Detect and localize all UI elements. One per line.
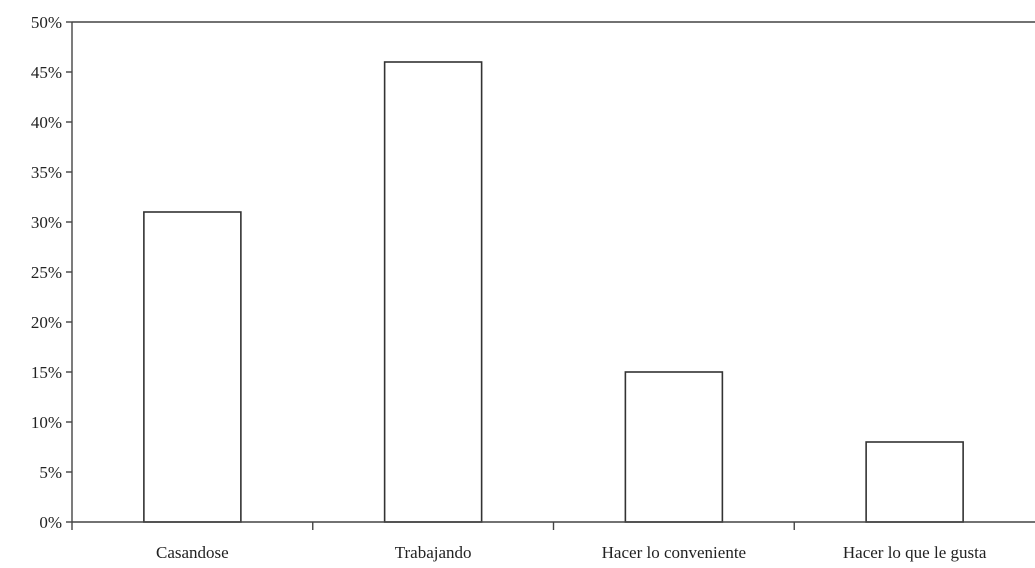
bar xyxy=(383,61,483,523)
bar xyxy=(624,371,724,523)
y-tick-label: 50% xyxy=(31,13,62,32)
bar xyxy=(865,441,964,523)
y-tick-label: 20% xyxy=(31,313,62,332)
y-tick-label: 15% xyxy=(31,363,62,382)
y-tick-label: 5% xyxy=(39,463,62,482)
bars-group xyxy=(143,61,964,523)
y-ticks-group: 0% 5% 10% 15% 20% 25% 30% 35% 40% 45% 50% xyxy=(31,13,72,532)
x-tick-label: Hacer lo conveniente xyxy=(602,543,746,562)
y-tick-label: 45% xyxy=(31,63,62,82)
x-tick-label: Hacer lo que le gusta xyxy=(843,543,987,562)
y-tick-label: 40% xyxy=(31,113,62,132)
x-tick-label: Casandose xyxy=(156,543,229,562)
y-tick-label: 10% xyxy=(31,413,62,432)
y-tick-label: 0% xyxy=(39,513,62,532)
y-tick-label: 30% xyxy=(31,213,62,232)
x-ticks-group: Casandose Trabajando Hacer lo conveniente H… xyxy=(71,522,987,562)
bar xyxy=(143,211,242,523)
y-tick-label: 25% xyxy=(31,263,62,282)
y-tick-label: 35% xyxy=(31,163,62,182)
x-tick-label: Trabajando xyxy=(395,543,472,562)
